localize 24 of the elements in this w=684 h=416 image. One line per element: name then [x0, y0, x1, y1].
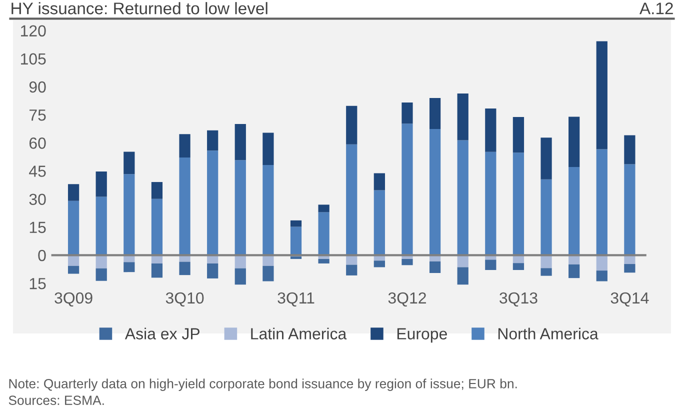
- y-tick-label: 105: [21, 53, 46, 65]
- y-tick-label: 15: [30, 278, 46, 290]
- legend-label: Asia ex JP: [124, 328, 200, 340]
- y-tick-label: 120: [21, 25, 46, 37]
- x-tick-label: 3Q09: [54, 292, 92, 306]
- x-tick-label: 3Q12: [388, 292, 426, 306]
- legend-label: Europe: [397, 328, 447, 343]
- text: Note: Quarterly data on high-yield corporate bond issuance by region of issue; EUR bn.: [9, 378, 517, 391]
- chart-title: HY issuance: Returned to low level: [12, 2, 268, 14]
- y-tick-label: 60: [29, 138, 46, 149]
- x-tick-label: 3Q13: [500, 292, 538, 306]
- legend-label: Latin America: [251, 328, 347, 340]
- y-tick-label: 0: [38, 250, 46, 262]
- text: A.12: [639, 2, 673, 14]
- x-tick-label: 3Q11: [278, 292, 314, 306]
- y-tick-label: 30: [29, 194, 46, 205]
- y-tick-label: 45: [29, 166, 46, 177]
- source-note: Sources: ESMA.: [8, 396, 104, 405]
- y-tick-label: 75: [29, 110, 46, 121]
- y-tick-label: 15: [30, 222, 46, 234]
- x-tick-label: 3Q14: [610, 292, 649, 306]
- y-tick-label: 90: [29, 81, 46, 93]
- legend-label: North America: [498, 328, 598, 340]
- x-tick-label: 3Q10: [166, 292, 204, 306]
